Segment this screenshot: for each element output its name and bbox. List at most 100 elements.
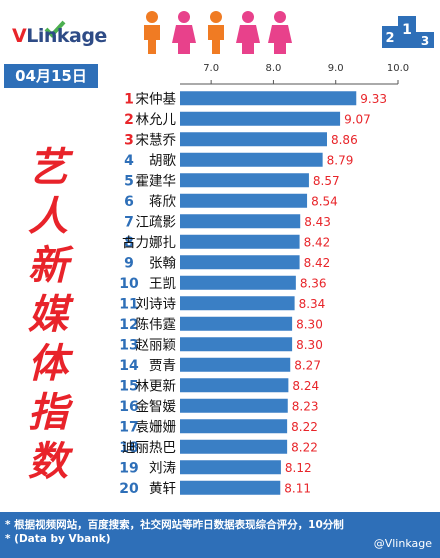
bar bbox=[180, 419, 288, 434]
value-label: 8.54 bbox=[311, 194, 338, 208]
rank-label: 9 bbox=[124, 255, 134, 271]
bar bbox=[180, 480, 281, 495]
person-icon-4 bbox=[236, 11, 260, 54]
value-label: 8.27 bbox=[294, 358, 321, 372]
rank-label: 4 bbox=[124, 153, 134, 169]
x-tick-label: 8.0 bbox=[265, 63, 281, 74]
category-label: 刘诗诗 bbox=[136, 296, 177, 312]
value-label: 8.34 bbox=[299, 297, 326, 311]
value-label: 8.42 bbox=[304, 235, 331, 249]
bar bbox=[180, 91, 357, 106]
value-label: 8.43 bbox=[304, 215, 331, 229]
bar bbox=[180, 234, 300, 249]
category-label: 张翰 bbox=[149, 255, 176, 271]
side-title-char: 数 bbox=[28, 439, 68, 485]
x-tick-label: 7.0 bbox=[203, 63, 219, 74]
date-badge: 04月15日 bbox=[4, 64, 98, 88]
svg-text:1: 1 bbox=[402, 22, 412, 38]
value-label: 8.36 bbox=[300, 276, 327, 290]
bar bbox=[180, 111, 341, 126]
side-title-char: 体 bbox=[28, 341, 68, 387]
category-label: 胡歌 bbox=[149, 153, 176, 169]
person-icon-3 bbox=[208, 11, 224, 54]
person-icon-1 bbox=[144, 11, 160, 54]
bar bbox=[180, 337, 293, 352]
side-title-char: 新 bbox=[28, 243, 68, 289]
category-label: 迪丽热巴 bbox=[122, 440, 176, 456]
bar bbox=[180, 357, 291, 372]
x-tick-label: 10.0 bbox=[387, 63, 409, 74]
category-label: 宋慧乔 bbox=[136, 132, 177, 148]
bar bbox=[180, 275, 296, 290]
podium-icon: 2 1 3 bbox=[382, 16, 434, 48]
bar bbox=[180, 214, 301, 229]
svg-text:2: 2 bbox=[385, 31, 394, 46]
category-label: 刘涛 bbox=[149, 460, 176, 476]
value-label: 8.30 bbox=[296, 338, 323, 352]
rank-label: 1 bbox=[124, 91, 134, 107]
category-label: 宋仲基 bbox=[136, 90, 177, 107]
value-label: 8.24 bbox=[292, 379, 319, 393]
rank-label: 8 bbox=[124, 235, 134, 251]
rank-label: 6 bbox=[124, 194, 134, 210]
bar bbox=[180, 152, 323, 167]
value-label: 8.12 bbox=[285, 461, 312, 475]
bar bbox=[180, 398, 288, 413]
side-title-char: 指 bbox=[28, 390, 68, 436]
bar bbox=[180, 378, 289, 393]
side-title-char: 人 bbox=[28, 194, 68, 240]
footer-note: * 根据视频网站，百度搜索，社交网站等昨日数据表现综合评分，10分制 bbox=[5, 519, 344, 531]
person-icon-2 bbox=[172, 11, 196, 54]
side-title-char: 艺 bbox=[28, 145, 68, 191]
bar bbox=[180, 296, 295, 311]
category-label: 贾青 bbox=[149, 358, 176, 374]
rank-label: 16 bbox=[119, 399, 138, 415]
category-label: 王凯 bbox=[149, 276, 176, 292]
value-label: 8.79 bbox=[327, 153, 354, 167]
bar bbox=[180, 316, 293, 331]
person-icon-5 bbox=[268, 11, 292, 54]
value-label: 9.33 bbox=[360, 92, 387, 106]
value-label: 8.86 bbox=[331, 133, 358, 147]
value-label: 9.07 bbox=[344, 112, 371, 126]
people-icons bbox=[144, 11, 292, 54]
footer-source: * (Data by Vbank) bbox=[5, 533, 111, 545]
rank-label: 12 bbox=[119, 317, 138, 333]
side-title-char: 媒 bbox=[28, 292, 68, 338]
rank-label: 17 bbox=[119, 419, 138, 435]
rank-label: 18 bbox=[119, 440, 138, 456]
x-tick-label: 9.0 bbox=[328, 63, 344, 74]
rank-label: 2 bbox=[124, 112, 134, 128]
footer: * 根据视频网站，百度搜索，社交网站等昨日数据表现综合评分，10分制 * (Da… bbox=[0, 512, 440, 558]
bar bbox=[180, 460, 281, 475]
category-label: 霍建华 bbox=[136, 173, 177, 189]
category-label: 江疏影 bbox=[136, 214, 177, 230]
rank-label: 13 bbox=[119, 337, 138, 353]
value-label: 8.57 bbox=[313, 174, 340, 188]
rank-label: 11 bbox=[119, 296, 138, 312]
bar bbox=[180, 439, 288, 454]
rank-label: 3 bbox=[124, 132, 134, 148]
category-label: 金智媛 bbox=[136, 399, 177, 415]
value-label: 8.42 bbox=[304, 256, 331, 270]
value-label: 8.22 bbox=[291, 420, 318, 434]
category-label: 林允儿 bbox=[136, 112, 177, 128]
rank-label: 15 bbox=[119, 378, 138, 394]
bar bbox=[180, 255, 300, 270]
rank-label: 19 bbox=[119, 460, 138, 476]
category-label: 林更新 bbox=[136, 378, 177, 394]
category-label: 赵丽颖 bbox=[136, 337, 177, 353]
category-label: 袁姗姗 bbox=[136, 419, 177, 435]
bar-chart: 7.0 8.0 9.0 10.0 1 宋仲基 9.33 2 林允儿 9.07 3 宋慧乔 8.86 4 胡歌… bbox=[119, 63, 409, 497]
rank-label: 14 bbox=[119, 358, 139, 374]
rank-label: 5 bbox=[124, 173, 134, 189]
svg-text:3: 3 bbox=[421, 34, 429, 48]
value-label: 8.22 bbox=[291, 440, 318, 454]
value-label: 8.23 bbox=[292, 399, 319, 413]
category-label: 黄轩 bbox=[149, 481, 176, 497]
vlinkage-logo bbox=[10, 12, 110, 52]
category-label: 陈伟霆 bbox=[136, 316, 177, 333]
rank-label: 10 bbox=[119, 276, 139, 292]
bar bbox=[180, 132, 327, 147]
checkmark-icon bbox=[44, 20, 66, 38]
